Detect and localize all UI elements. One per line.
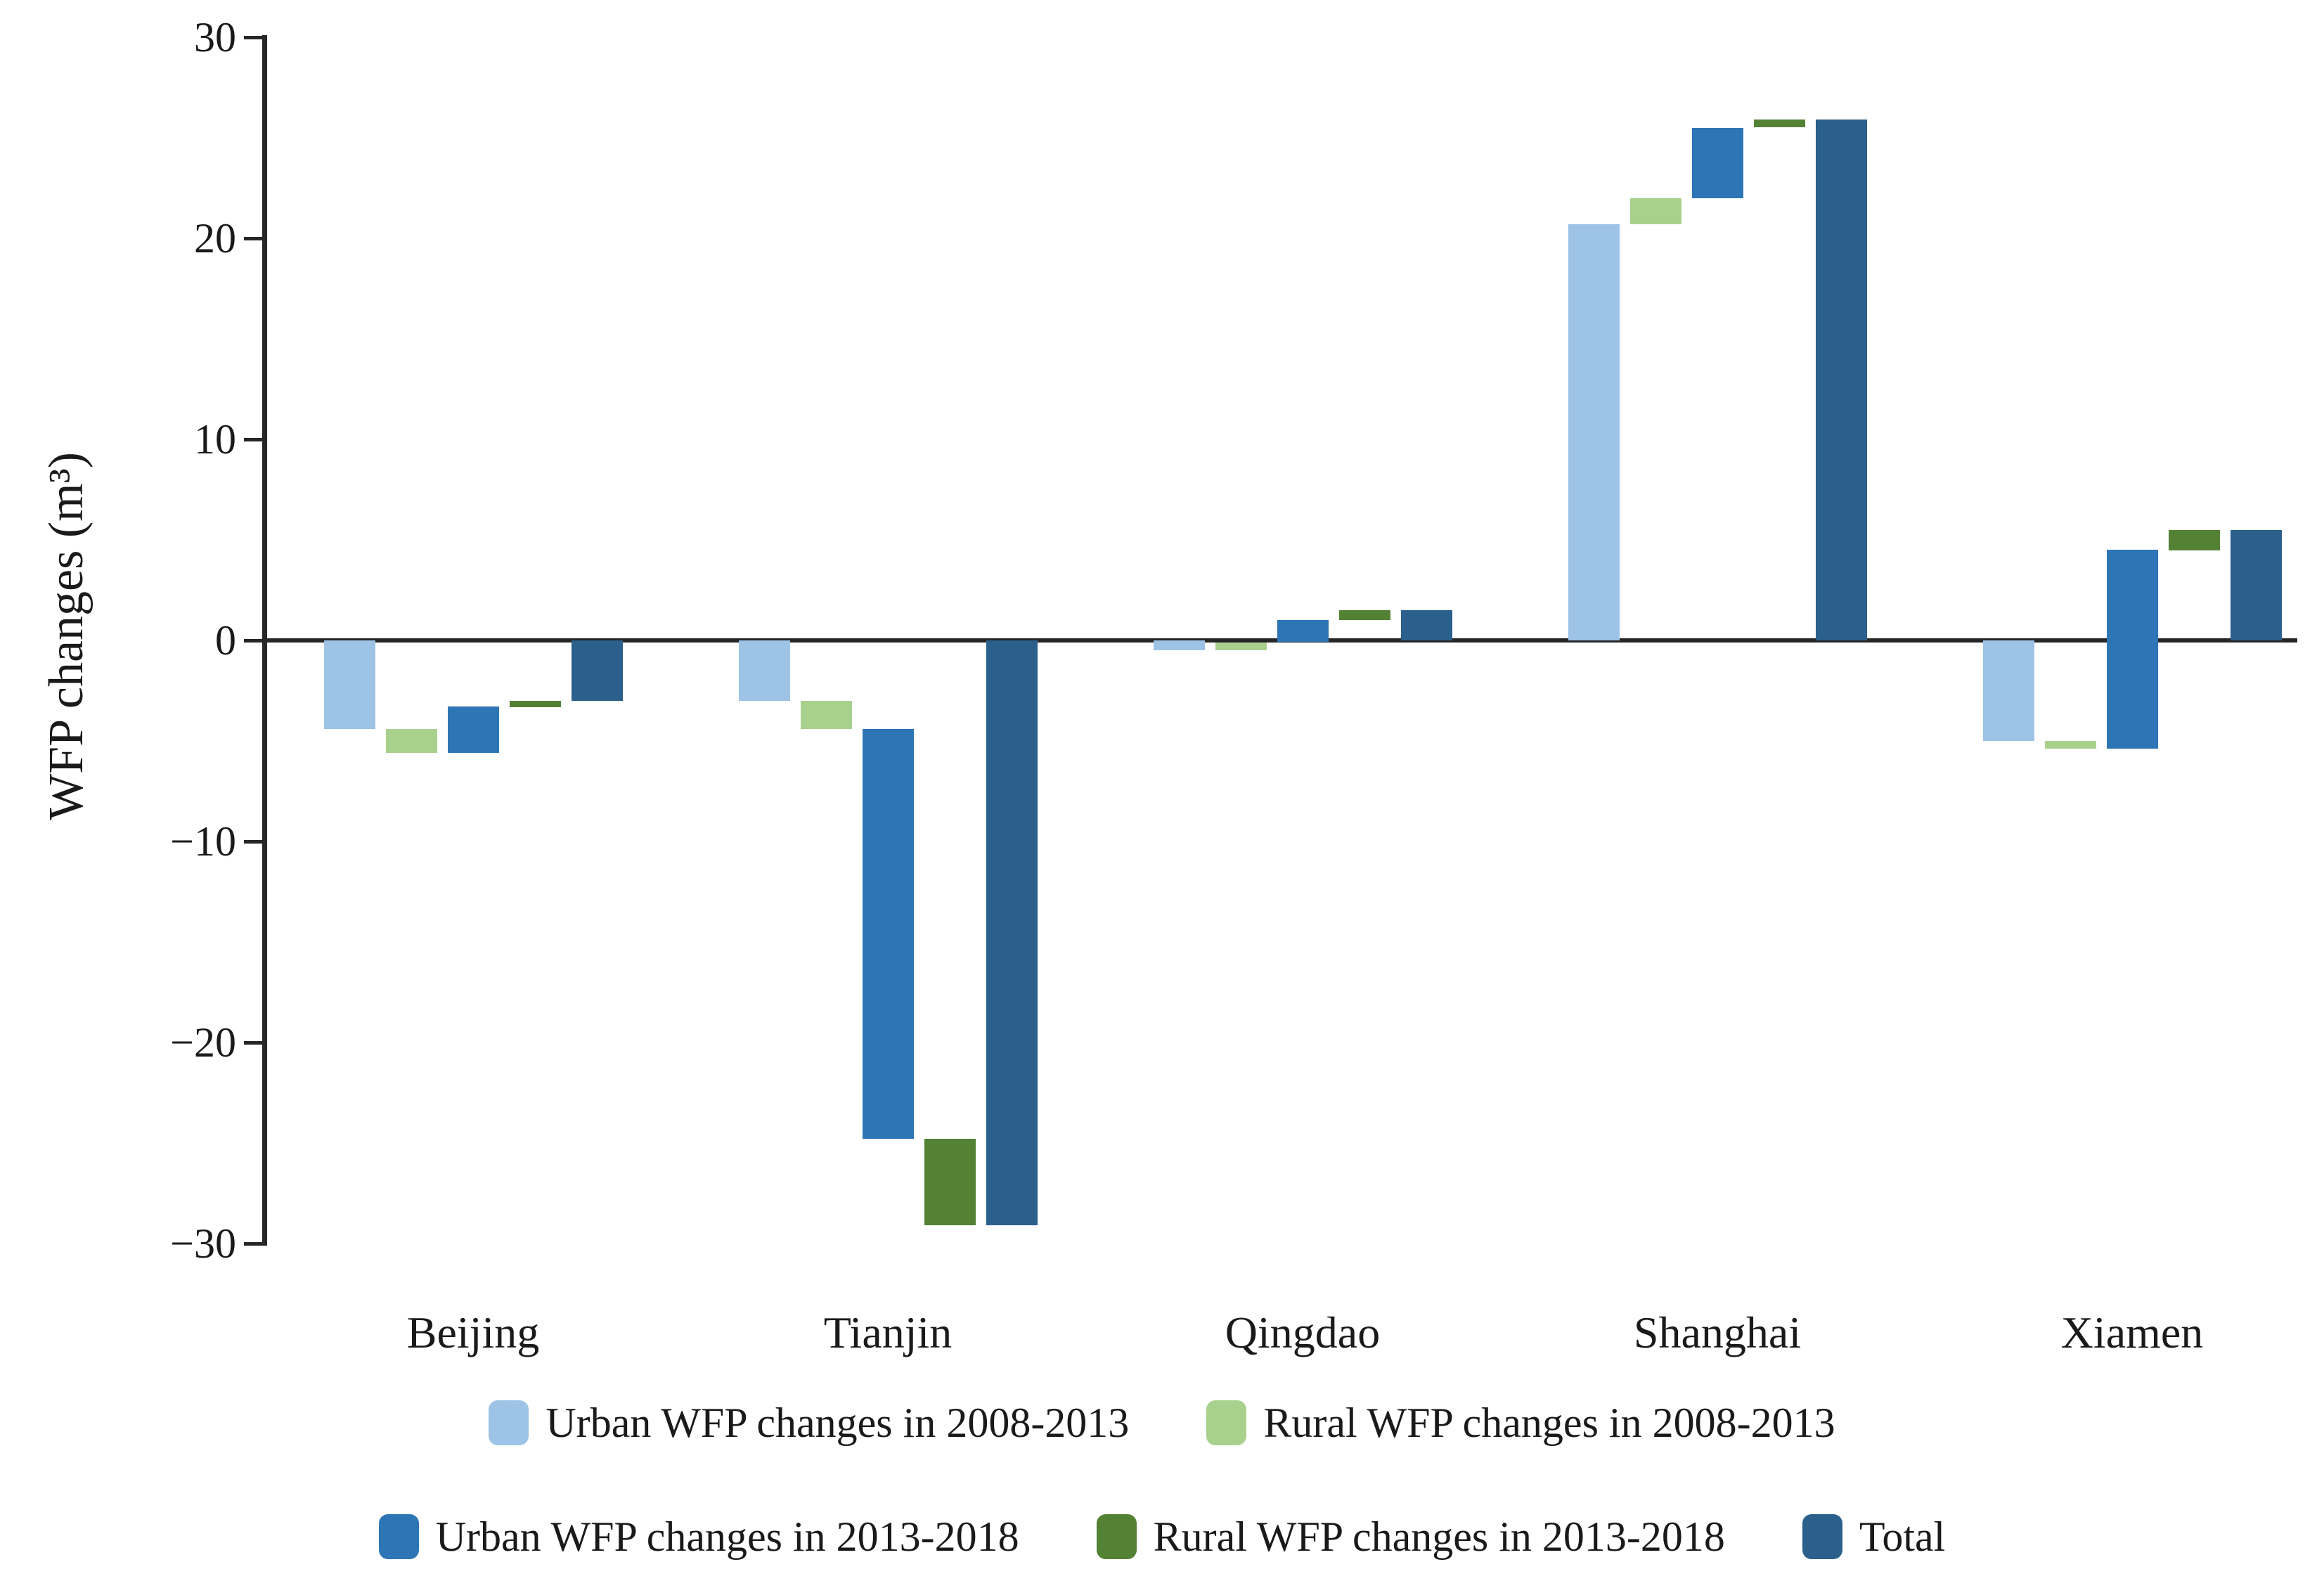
legend-swatch [1206,1400,1247,1445]
legend-swatch [1096,1514,1137,1559]
y-tick-label: 30 [194,14,236,60]
legend-swatch [378,1514,419,1559]
bar-tianjin-series-4 [986,640,1038,1225]
bar-shanghai-series-4 [1816,120,1867,640]
x-category-label-xiamen: Xiamen [2060,1308,2204,1357]
bar-qingdao-series-4 [1401,610,1452,640]
bar-beijing-series-2 [448,706,499,753]
bar-qingdao-series-0 [1154,640,1205,650]
bar-qingdao-series-1 [1215,643,1267,650]
bar-qingdao-series-2 [1277,620,1329,642]
bar-shanghai-series-2 [1692,128,1743,198]
y-tick-label: 20 [194,215,236,262]
legend-label: Rural WFP changes in 2013-2018 [1153,1513,1725,1560]
legend-item-series-2: Urban WFP changes in 2013-2018 [378,1511,1019,1562]
bar-beijing-series-0 [324,640,375,729]
bar-shanghai-series-1 [1630,198,1681,224]
bar-qingdao-series-3 [1339,610,1390,620]
legend-item-series-0: Urban WFP changes in 2008-2013 [489,1397,1129,1448]
bar-beijing-series-3 [510,701,561,707]
y-tick-label: −20 [170,1019,236,1066]
legend-item-series-4: Total [1802,1511,1945,1562]
bar-tianjin-series-0 [739,640,790,701]
y-tick-mark [244,639,262,643]
bar-tianjin-series-1 [801,701,852,729]
bar-xiamen-series-3 [2169,530,2220,550]
bar-xiamen-series-2 [2107,550,2158,749]
legend-row-1: Urban WFP changes in 2008-2013 Rural WFP … [0,1397,2324,1448]
bar-beijing-series-4 [572,640,623,701]
legend-label: Urban WFP changes in 2008-2013 [546,1400,1130,1446]
legend-swatch [489,1400,529,1445]
bar-xiamen-series-0 [1983,640,2034,741]
legend-swatch [1802,1514,1842,1559]
legend-row-2: Urban WFP changes in 2013-2018 Rural WFP … [0,1511,2324,1562]
x-category-label-qingdao: Qingdao [1225,1308,1381,1357]
y-tick-label: −30 [170,1220,236,1267]
legend-label: Rural WFP changes in 2008-2013 [1263,1400,1835,1446]
y-tick-label: −10 [170,818,236,865]
bar-xiamen-series-1 [2045,741,2096,749]
y-tick-label: 0 [215,617,236,664]
y-tick-mark [244,237,262,240]
y-tick-mark [244,1041,262,1045]
bar-tianjin-series-3 [924,1139,976,1225]
y-tick-label: 10 [194,416,236,463]
bar-beijing-series-1 [386,729,437,753]
x-category-label-beijing: Beijing [406,1308,540,1357]
bar-tianjin-series-2 [863,729,914,1139]
y-tick-mark [244,840,262,844]
y-tick-mark [244,438,262,441]
x-category-label-shanghai: Shanghai [1633,1308,1802,1357]
legend-label: Urban WFP changes in 2013-2018 [435,1513,1019,1560]
bar-xiamen-series-4 [2231,530,2282,640]
y-tick-mark [244,36,262,39]
bar-shanghai-series-0 [1568,224,1620,640]
legend-item-series-3: Rural WFP changes in 2013-2018 [1096,1511,1725,1562]
legend-label: Total [1859,1513,1946,1560]
x-category-label-tianjin: Tianjin [823,1308,953,1357]
legend-item-series-1: Rural WFP changes in 2008-2013 [1206,1397,1835,1448]
bar-shanghai-series-3 [1754,120,1805,127]
y-tick-mark [244,1242,262,1246]
